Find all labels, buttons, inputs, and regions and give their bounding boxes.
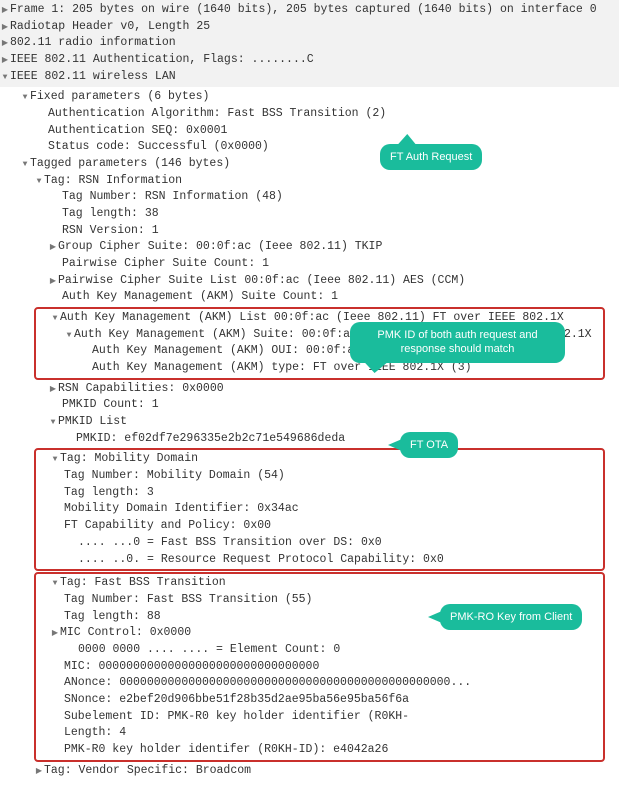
radiotap-line[interactable]: Radiotap Header v0, Length 25 [10, 20, 210, 33]
fixed-params[interactable]: Fixed parameters (6 bytes) [30, 90, 209, 103]
callout-ft-auth: FT Auth Request [380, 144, 482, 170]
rsn-gcs[interactable]: Group Cipher Suite: 00:0f:ac (Ieee 802.1… [58, 240, 382, 253]
rsn-pmkid: PMKID: ef02df7e296335e2b2c71e549686deda [76, 432, 345, 445]
auth-line[interactable]: IEEE 802.11 Authentication, Flags: .....… [10, 53, 314, 66]
tag-md[interactable]: Tag: Mobility Domain [60, 452, 198, 465]
md-len: Tag length: 3 [64, 486, 154, 499]
callout-pmkro: PMK-RO Key from Client [440, 604, 582, 630]
fbt-snonce: SNonce: e2bef20d906bbe51f28b35d2ae95ba56… [64, 693, 409, 706]
md-mdi: Mobility Domain Identifier: 0x34ac [64, 502, 299, 515]
fbt-micctl[interactable]: MIC Control: 0x0000 [60, 626, 191, 639]
fbt-ec: 0000 0000 .... .... = Element Count: 0 [78, 643, 340, 656]
rsn-cap[interactable]: RSN Capabilities: 0x0000 [58, 382, 224, 395]
auth-alg: Authentication Algorithm: Fast BSS Trans… [48, 107, 386, 120]
rsn-akmc: Auth Key Management (AKM) Suite Count: 1 [62, 290, 338, 303]
rsn-akmtype: Auth Key Management (AKM) type: FT over … [92, 361, 472, 374]
fbt-anonce: ANonce: 00000000000000000000000000000000… [64, 676, 471, 689]
fbt-mic: MIC: 00000000000000000000000000000000 [64, 660, 319, 673]
fbt-box: Tag: Fast BSS Transition Tag Number: Fas… [34, 572, 605, 761]
md-ftds: .... ...0 = Fast BSS Transition over DS:… [78, 536, 382, 549]
auth-seq: Authentication SEQ: 0x0001 [48, 124, 227, 137]
md-rrp: .... ..0. = Resource Request Protocol Ca… [78, 553, 444, 566]
mobility-box: Tag: Mobility Domain Tag Number: Mobilit… [34, 448, 605, 571]
rsn-pcsc: Pairwise Cipher Suite Count: 1 [62, 257, 269, 270]
fbt-subid: Subelement ID: PMK-R0 key holder identif… [64, 710, 409, 723]
rsn-num: Tag Number: RSN Information (48) [62, 190, 283, 203]
md-num: Tag Number: Mobility Domain (54) [64, 469, 285, 482]
tag-rsn[interactable]: Tag: RSN Information [44, 174, 182, 187]
wlan-line[interactable]: IEEE 802.11 wireless LAN [10, 70, 176, 83]
tagged-params[interactable]: Tagged parameters (146 bytes) [30, 157, 230, 170]
status-code: Status code: Successful (0x0000) [48, 140, 269, 153]
radio-line[interactable]: 802.11 radio information [10, 36, 176, 49]
tag-vendor[interactable]: Tag: Vendor Specific: Broadcom [44, 764, 251, 777]
tag-fbt[interactable]: Tag: Fast BSS Transition [60, 576, 226, 589]
rsn-pmkidl[interactable]: PMKID List [58, 415, 127, 428]
rsn-ver: RSN Version: 1 [62, 224, 159, 237]
md-cap: FT Capability and Policy: 0x00 [64, 519, 271, 532]
fbt-num: Tag Number: Fast BSS Transition (55) [64, 593, 312, 606]
rsn-pcsl[interactable]: Pairwise Cipher Suite List 00:0f:ac (Iee… [58, 274, 465, 287]
frame-line[interactable]: Frame 1: 205 bytes on wire (1640 bits), … [10, 3, 597, 16]
rsn-len: Tag length: 38 [62, 207, 159, 220]
fbt-r0kh: PMK-R0 key holder identifer (R0KH-ID): e… [64, 743, 388, 756]
fbt-lenr: Length: 4 [64, 726, 126, 739]
callout-ft-ota: FT OTA [400, 432, 458, 458]
fbt-len: Tag length: 88 [64, 610, 161, 623]
rsn-pmkidc: PMKID Count: 1 [62, 398, 159, 411]
callout-pmkid: PMK ID of both auth request and response… [350, 322, 565, 363]
